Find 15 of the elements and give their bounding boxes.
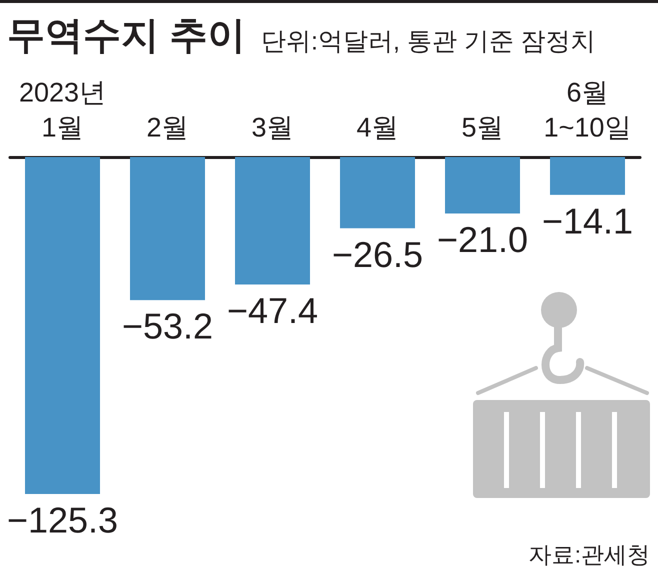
data-label: −14.1	[542, 200, 634, 242]
text: 자료:관세청	[528, 542, 650, 568]
data-label: −125.3	[6, 500, 118, 540]
x-tick-label: 4월	[356, 112, 399, 142]
chart-subtitle: 단위:억달러, 통관 기준 잠정치	[261, 28, 596, 56]
data-label: −26.5	[332, 234, 424, 275]
x-tick-label: 2023년 1월	[18, 78, 106, 142]
x-tick-label: 3월	[251, 112, 294, 142]
x-tick-label: 2월	[146, 112, 189, 142]
data-label: −21.0	[436, 218, 528, 260]
chart-title: 무역수지 추이	[7, 15, 246, 57]
x-tick-label: 5월	[461, 112, 504, 142]
data-label: −53.2	[122, 306, 214, 347]
x-tick-label: 6월 1~10일	[544, 78, 632, 142]
data-label: −47.4	[226, 290, 318, 331]
